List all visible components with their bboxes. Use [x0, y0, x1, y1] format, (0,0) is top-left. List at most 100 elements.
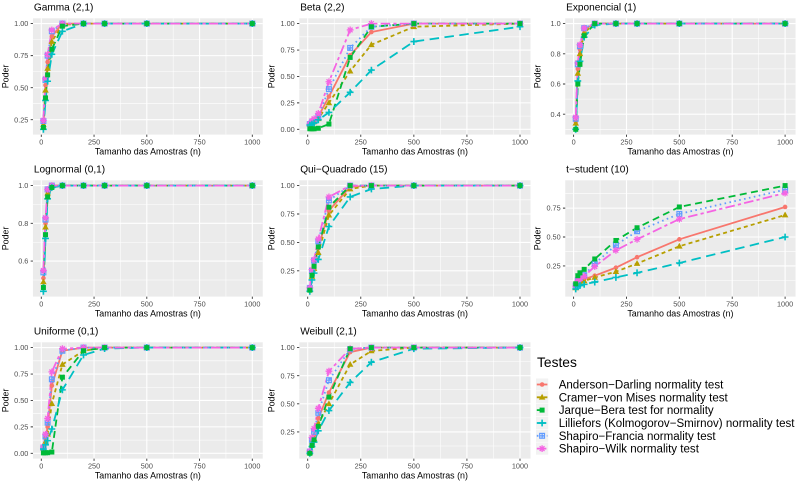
svg-text:1.0: 1.0	[550, 19, 560, 28]
svg-text:750: 750	[461, 462, 473, 471]
svg-text:1.00: 1.00	[14, 343, 28, 352]
svg-text:0.25: 0.25	[281, 98, 295, 107]
svg-text:0.8: 0.8	[18, 219, 28, 228]
svg-text:0: 0	[306, 462, 310, 471]
svg-text:1000: 1000	[512, 300, 528, 309]
svg-text:750: 750	[193, 300, 205, 309]
svg-text:Anderson−Darling normality tes: Anderson−Darling normality test	[559, 380, 724, 392]
svg-text:750: 750	[193, 138, 205, 147]
svg-text:0.75: 0.75	[14, 370, 28, 379]
svg-text:Tamanho das Amostras (n): Tamanho das Amostras (n)	[95, 147, 201, 157]
svg-text:Tamanho das Amostras (n): Tamanho das Amostras (n)	[95, 471, 201, 481]
svg-text:Shapiro−Wilk normality test: Shapiro−Wilk normality test	[559, 444, 700, 456]
svg-text:250: 250	[88, 462, 100, 471]
svg-text:Poder: Poder	[267, 227, 277, 251]
svg-text:0.4: 0.4	[550, 110, 560, 119]
svg-text:Tamanho das Amostras (n): Tamanho das Amostras (n)	[95, 309, 201, 319]
svg-text:Jarque−Bera test for normality: Jarque−Bera test for normality	[559, 405, 714, 417]
svg-text:0.25: 0.25	[14, 115, 28, 124]
svg-text:250: 250	[620, 300, 632, 309]
svg-text:0: 0	[39, 462, 43, 471]
svg-text:0.25: 0.25	[546, 261, 560, 270]
svg-text:0: 0	[572, 138, 576, 147]
svg-text:0.00: 0.00	[281, 125, 295, 134]
svg-text:1.00: 1.00	[281, 343, 295, 352]
svg-text:750: 750	[193, 462, 205, 471]
svg-text:Tamanho das Amostras (n): Tamanho das Amostras (n)	[362, 309, 468, 319]
svg-text:1000: 1000	[244, 462, 260, 471]
svg-text:Poder: Poder	[533, 227, 543, 251]
svg-text:250: 250	[88, 300, 100, 309]
svg-text:Beta (2,2): Beta (2,2)	[300, 3, 344, 14]
svg-text:1.00: 1.00	[281, 181, 295, 190]
svg-text:Tamanho das Amostras (n): Tamanho das Amostras (n)	[362, 147, 468, 157]
svg-text:Tamanho das Amostras (n): Tamanho das Amostras (n)	[362, 471, 468, 481]
svg-text:Poder: Poder	[533, 65, 543, 89]
svg-text:0: 0	[39, 138, 43, 147]
svg-text:0.50: 0.50	[281, 399, 295, 408]
svg-text:1000: 1000	[777, 138, 793, 147]
svg-text:750: 750	[726, 300, 738, 309]
svg-text:500: 500	[141, 300, 153, 309]
svg-text:t−student (10): t−student (10)	[566, 165, 629, 176]
svg-text:0.00: 0.00	[14, 449, 28, 458]
svg-text:0.6: 0.6	[18, 257, 28, 266]
svg-text:500: 500	[408, 462, 420, 471]
svg-text:1000: 1000	[512, 462, 528, 471]
svg-text:0.50: 0.50	[14, 83, 28, 92]
svg-text:500: 500	[673, 300, 685, 309]
svg-text:1000: 1000	[777, 300, 793, 309]
svg-text:Poder: Poder	[267, 65, 277, 89]
svg-text:1000: 1000	[244, 300, 260, 309]
svg-text:0.75: 0.75	[281, 371, 295, 380]
svg-text:250: 250	[620, 138, 632, 147]
svg-text:Gamma (2,1): Gamma (2,1)	[34, 3, 93, 14]
svg-text:Qui−Quadrado (15): Qui−Quadrado (15)	[300, 165, 387, 176]
svg-text:0.6: 0.6	[550, 80, 560, 89]
svg-text:Poder: Poder	[0, 227, 10, 251]
svg-text:0: 0	[39, 300, 43, 309]
svg-text:0.75: 0.75	[14, 51, 28, 60]
svg-text:0.75: 0.75	[281, 46, 295, 55]
svg-text:250: 250	[355, 300, 367, 309]
svg-text:Tamanho das Amostras (n): Tamanho das Amostras (n)	[627, 309, 733, 319]
svg-text:500: 500	[141, 138, 153, 147]
svg-text:500: 500	[408, 138, 420, 147]
svg-text:0: 0	[306, 138, 310, 147]
svg-text:0.50: 0.50	[281, 238, 295, 247]
svg-text:1000: 1000	[512, 138, 528, 147]
svg-text:750: 750	[461, 138, 473, 147]
svg-text:1.00: 1.00	[281, 19, 295, 28]
svg-text:Lognormal (0,1): Lognormal (0,1)	[34, 165, 105, 176]
svg-text:Cramer−von Mises normality tes: Cramer−von Mises normality test	[559, 392, 729, 404]
svg-text:750: 750	[461, 300, 473, 309]
svg-text:0.50: 0.50	[546, 233, 560, 242]
svg-text:250: 250	[355, 462, 367, 471]
svg-text:0.25: 0.25	[281, 428, 295, 437]
svg-text:0.75: 0.75	[281, 210, 295, 219]
svg-text:0: 0	[572, 300, 576, 309]
svg-text:Poder: Poder	[0, 65, 10, 89]
svg-text:Uniforme (0,1): Uniforme (0,1)	[34, 327, 99, 338]
svg-text:0.25: 0.25	[14, 422, 28, 431]
svg-text:0: 0	[306, 300, 310, 309]
svg-text:0.25: 0.25	[281, 266, 295, 275]
svg-text:Lilliefors (Kolmogorov−Smirnov: Lilliefors (Kolmogorov−Smirnov) normalit…	[559, 418, 796, 430]
svg-text:500: 500	[141, 462, 153, 471]
svg-text:0.8: 0.8	[550, 49, 560, 58]
svg-text:500: 500	[408, 300, 420, 309]
svg-text:Shapiro−Francia normality test: Shapiro−Francia normality test	[559, 431, 717, 443]
svg-text:0.50: 0.50	[14, 396, 28, 405]
svg-text:1.00: 1.00	[14, 19, 28, 28]
svg-text:500: 500	[673, 138, 685, 147]
svg-text:Testes: Testes	[537, 355, 577, 370]
svg-text:Exponencial (1): Exponencial (1)	[566, 3, 636, 14]
svg-text:0.75: 0.75	[546, 204, 560, 213]
svg-text:Poder: Poder	[267, 389, 277, 413]
svg-text:750: 750	[726, 138, 738, 147]
svg-text:Weibull (2,1): Weibull (2,1)	[300, 327, 356, 338]
svg-text:250: 250	[88, 138, 100, 147]
svg-text:Tamanho das Amostras (n): Tamanho das Amostras (n)	[627, 147, 733, 157]
svg-text:1.0: 1.0	[18, 181, 28, 190]
svg-text:1000: 1000	[244, 138, 260, 147]
